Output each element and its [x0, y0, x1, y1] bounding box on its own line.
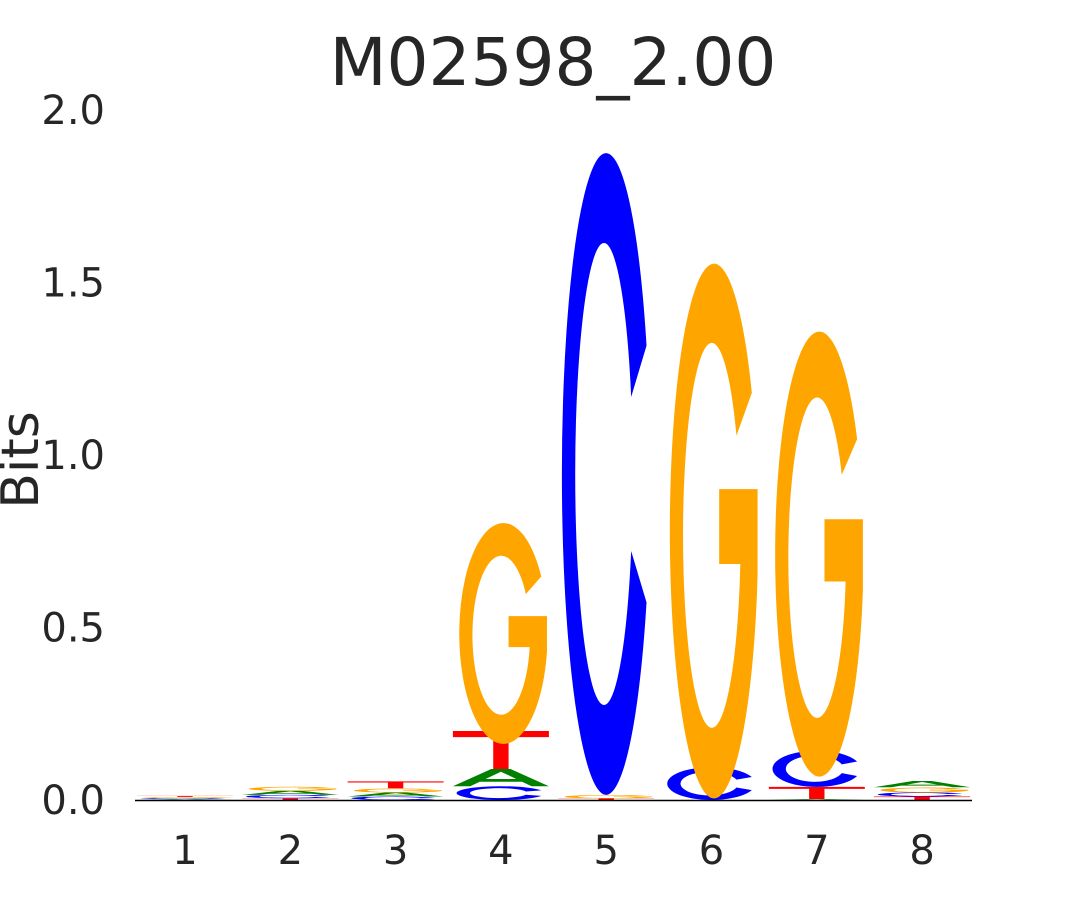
logo-letter-T: [768, 786, 865, 799]
chart-title: M02598_2.00: [330, 24, 777, 101]
logo-letter-A: [874, 781, 971, 788]
x-tick-label: 3: [383, 828, 408, 874]
logo-letter-C: [245, 794, 331, 799]
logo-letter-A: [347, 792, 444, 797]
logo-letter-G: [669, 263, 758, 799]
x-tick-label: 7: [804, 828, 829, 874]
y-tick-label: 0.5: [41, 606, 105, 652]
logo-letter-G: [459, 523, 547, 744]
logo-letter-T: [242, 798, 339, 800]
logo-letter-T: [874, 796, 971, 800]
x-tick-label: 6: [699, 828, 724, 874]
logo-letter-A: [768, 798, 865, 800]
logo-letter-G: [248, 786, 337, 791]
logo-letter-A: [242, 790, 339, 795]
logo-letter-G: [564, 795, 653, 799]
logo-letter-C: [456, 786, 542, 800]
y-tick-label: 1.5: [41, 261, 105, 307]
logo-letter-G: [353, 788, 442, 793]
logo-letter-C: [877, 792, 963, 797]
x-tick-label: 2: [278, 828, 303, 874]
logo-letter-T: [558, 798, 655, 800]
y-tick-label: 1.0: [41, 433, 105, 479]
logo-letter-C: [561, 153, 647, 795]
logo-letter-A: [137, 798, 233, 800]
logo-letter-T: [137, 795, 233, 797]
y-tick-label: 2.0: [41, 88, 105, 134]
logo-letter-T: [452, 731, 549, 769]
logo-letter-G: [880, 787, 969, 793]
x-tick-label: 8: [909, 828, 934, 874]
logo-letter-C: [140, 797, 226, 799]
logo-letter-A: [452, 768, 549, 787]
x-tick-label: 4: [488, 828, 513, 874]
logo-letter-G: [143, 796, 232, 798]
x-tick-label: 5: [593, 828, 618, 874]
logo-letter-G: [775, 331, 863, 777]
y-tick-label: 0.0: [41, 778, 105, 824]
y-axis-label: Bits: [0, 411, 51, 509]
logo-letter-T: [347, 781, 444, 789]
x-tick-label: 1: [172, 828, 197, 874]
logo-letter-C: [351, 796, 436, 800]
